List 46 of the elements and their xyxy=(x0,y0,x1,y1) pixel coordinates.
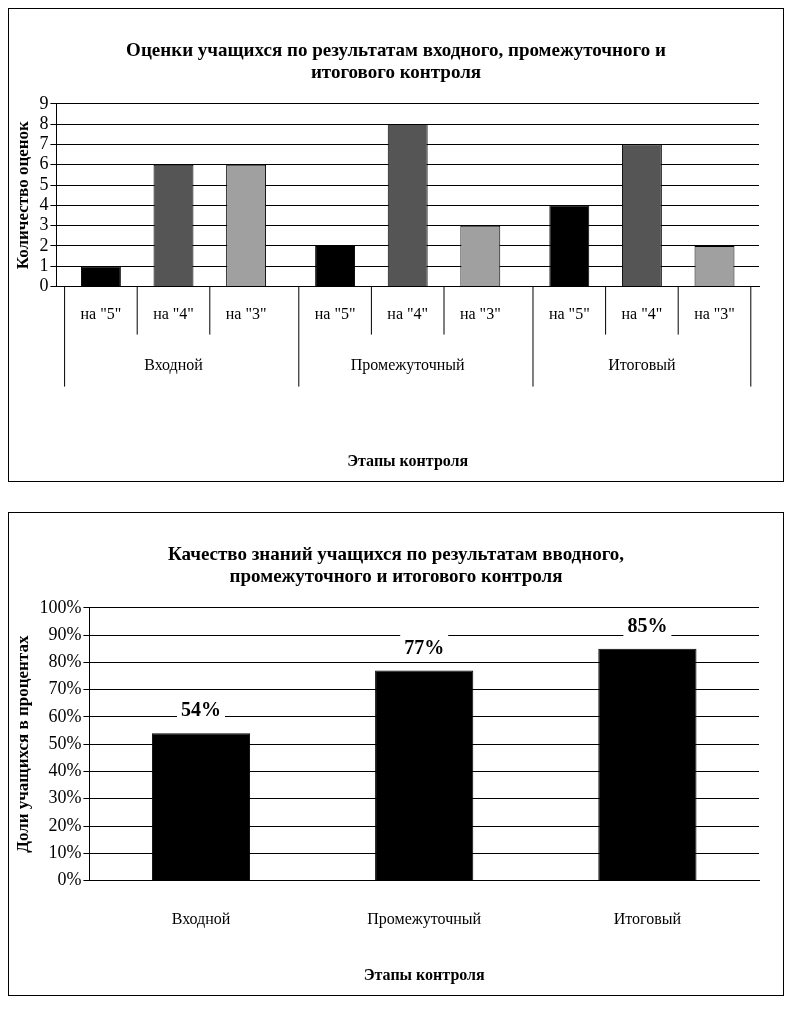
bar xyxy=(80,266,121,287)
series-label: на "3" xyxy=(694,304,735,322)
data-label: 77% xyxy=(404,635,445,658)
data-label: 54% xyxy=(181,698,221,721)
text: на "5" xyxy=(548,304,590,322)
y-tick-label: 8 xyxy=(39,112,49,133)
y-tick-label: 4 xyxy=(39,194,49,215)
series-label: на "4" xyxy=(387,304,429,322)
series-label: на "5" xyxy=(80,304,122,322)
y-tick-label: 90% xyxy=(48,623,82,644)
y-tick-label: 70% xyxy=(48,678,82,699)
x-tick-label: Входной xyxy=(144,356,204,375)
y-tick-label: 50% xyxy=(48,732,82,753)
text: на "3" xyxy=(459,304,501,322)
x-tick-label: Входной xyxy=(171,910,231,929)
y-tick-label: 100% xyxy=(39,596,82,617)
data-label: 85% xyxy=(627,613,668,636)
x-axis-title: Этапы контроля xyxy=(347,451,469,470)
y-tick-label: 2 xyxy=(39,234,49,255)
x-tick-label: Итоговый xyxy=(608,356,677,374)
y-tick-label: 20% xyxy=(48,814,82,835)
chart-title: Оценки учащихся по результатам входного, промежуточного и итогового контроля xyxy=(126,39,666,83)
y-tick-label: 1 xyxy=(39,255,49,276)
y-tick-label: 3 xyxy=(39,214,49,235)
text: на "5" xyxy=(314,304,356,322)
y-axis-title: Доли учащихся в процентах xyxy=(12,635,32,853)
text: на "4" xyxy=(621,304,663,322)
chart-title: Качество знаний учащихся по результатам вводного, промежуточного и итогового контроля xyxy=(166,543,626,587)
y-tick-label: 7 xyxy=(39,133,49,154)
text: на "3" xyxy=(225,304,267,322)
y-tick-label: 10% xyxy=(48,842,82,863)
y-tick-label: 30% xyxy=(48,787,82,808)
x-tick-label: Промежуточный xyxy=(350,356,466,375)
text: на "4" xyxy=(153,304,194,322)
y-tick-label: 60% xyxy=(48,705,82,726)
y-tick-label: 5 xyxy=(39,173,49,194)
y-axis-title: Количество оценок xyxy=(12,120,32,270)
y-tick-label: 9 xyxy=(39,92,49,113)
x-tick-label: Промежуточный xyxy=(367,910,482,929)
y-tick-label: 40% xyxy=(48,760,82,781)
y-tick-label: 0% xyxy=(57,869,82,890)
y-tick-label: 80% xyxy=(48,651,82,672)
x-axis-title: Этапы контроля xyxy=(363,965,486,984)
x-tick-label: Итоговый xyxy=(613,910,682,928)
y-tick-label: 0 xyxy=(39,275,49,296)
y-tick-label: 6 xyxy=(39,153,49,174)
